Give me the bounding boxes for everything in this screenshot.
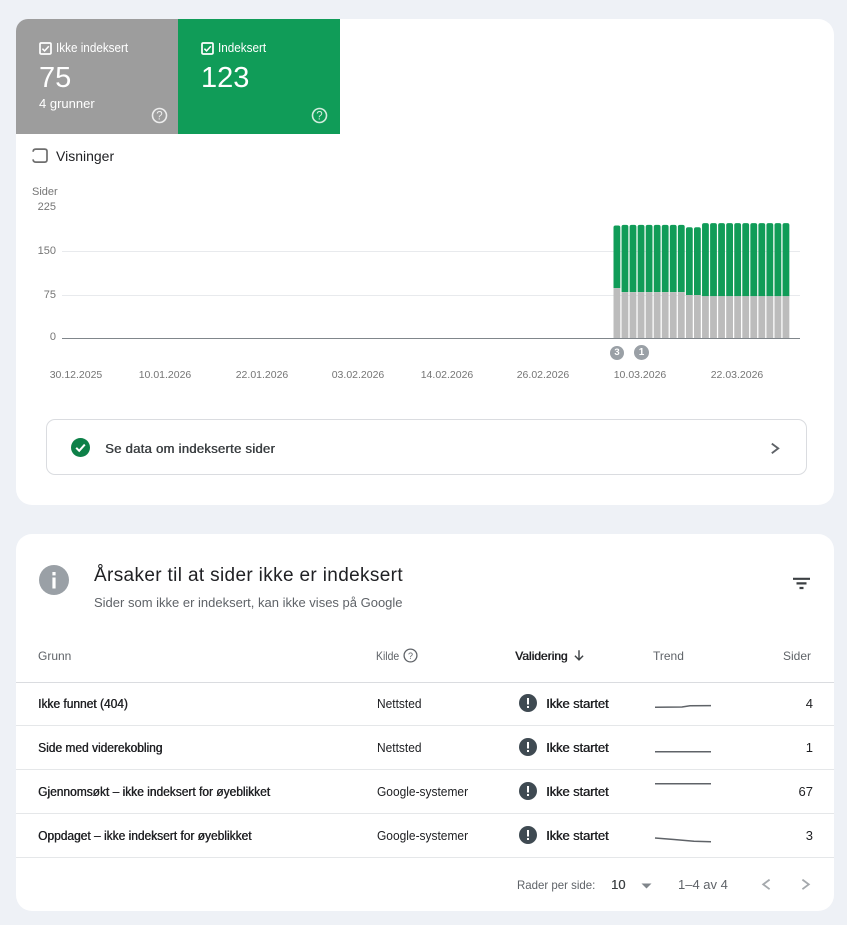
svg-text:?: ? [408, 651, 413, 661]
svg-text:?: ? [316, 111, 322, 123]
svg-text:?: ? [156, 111, 162, 123]
